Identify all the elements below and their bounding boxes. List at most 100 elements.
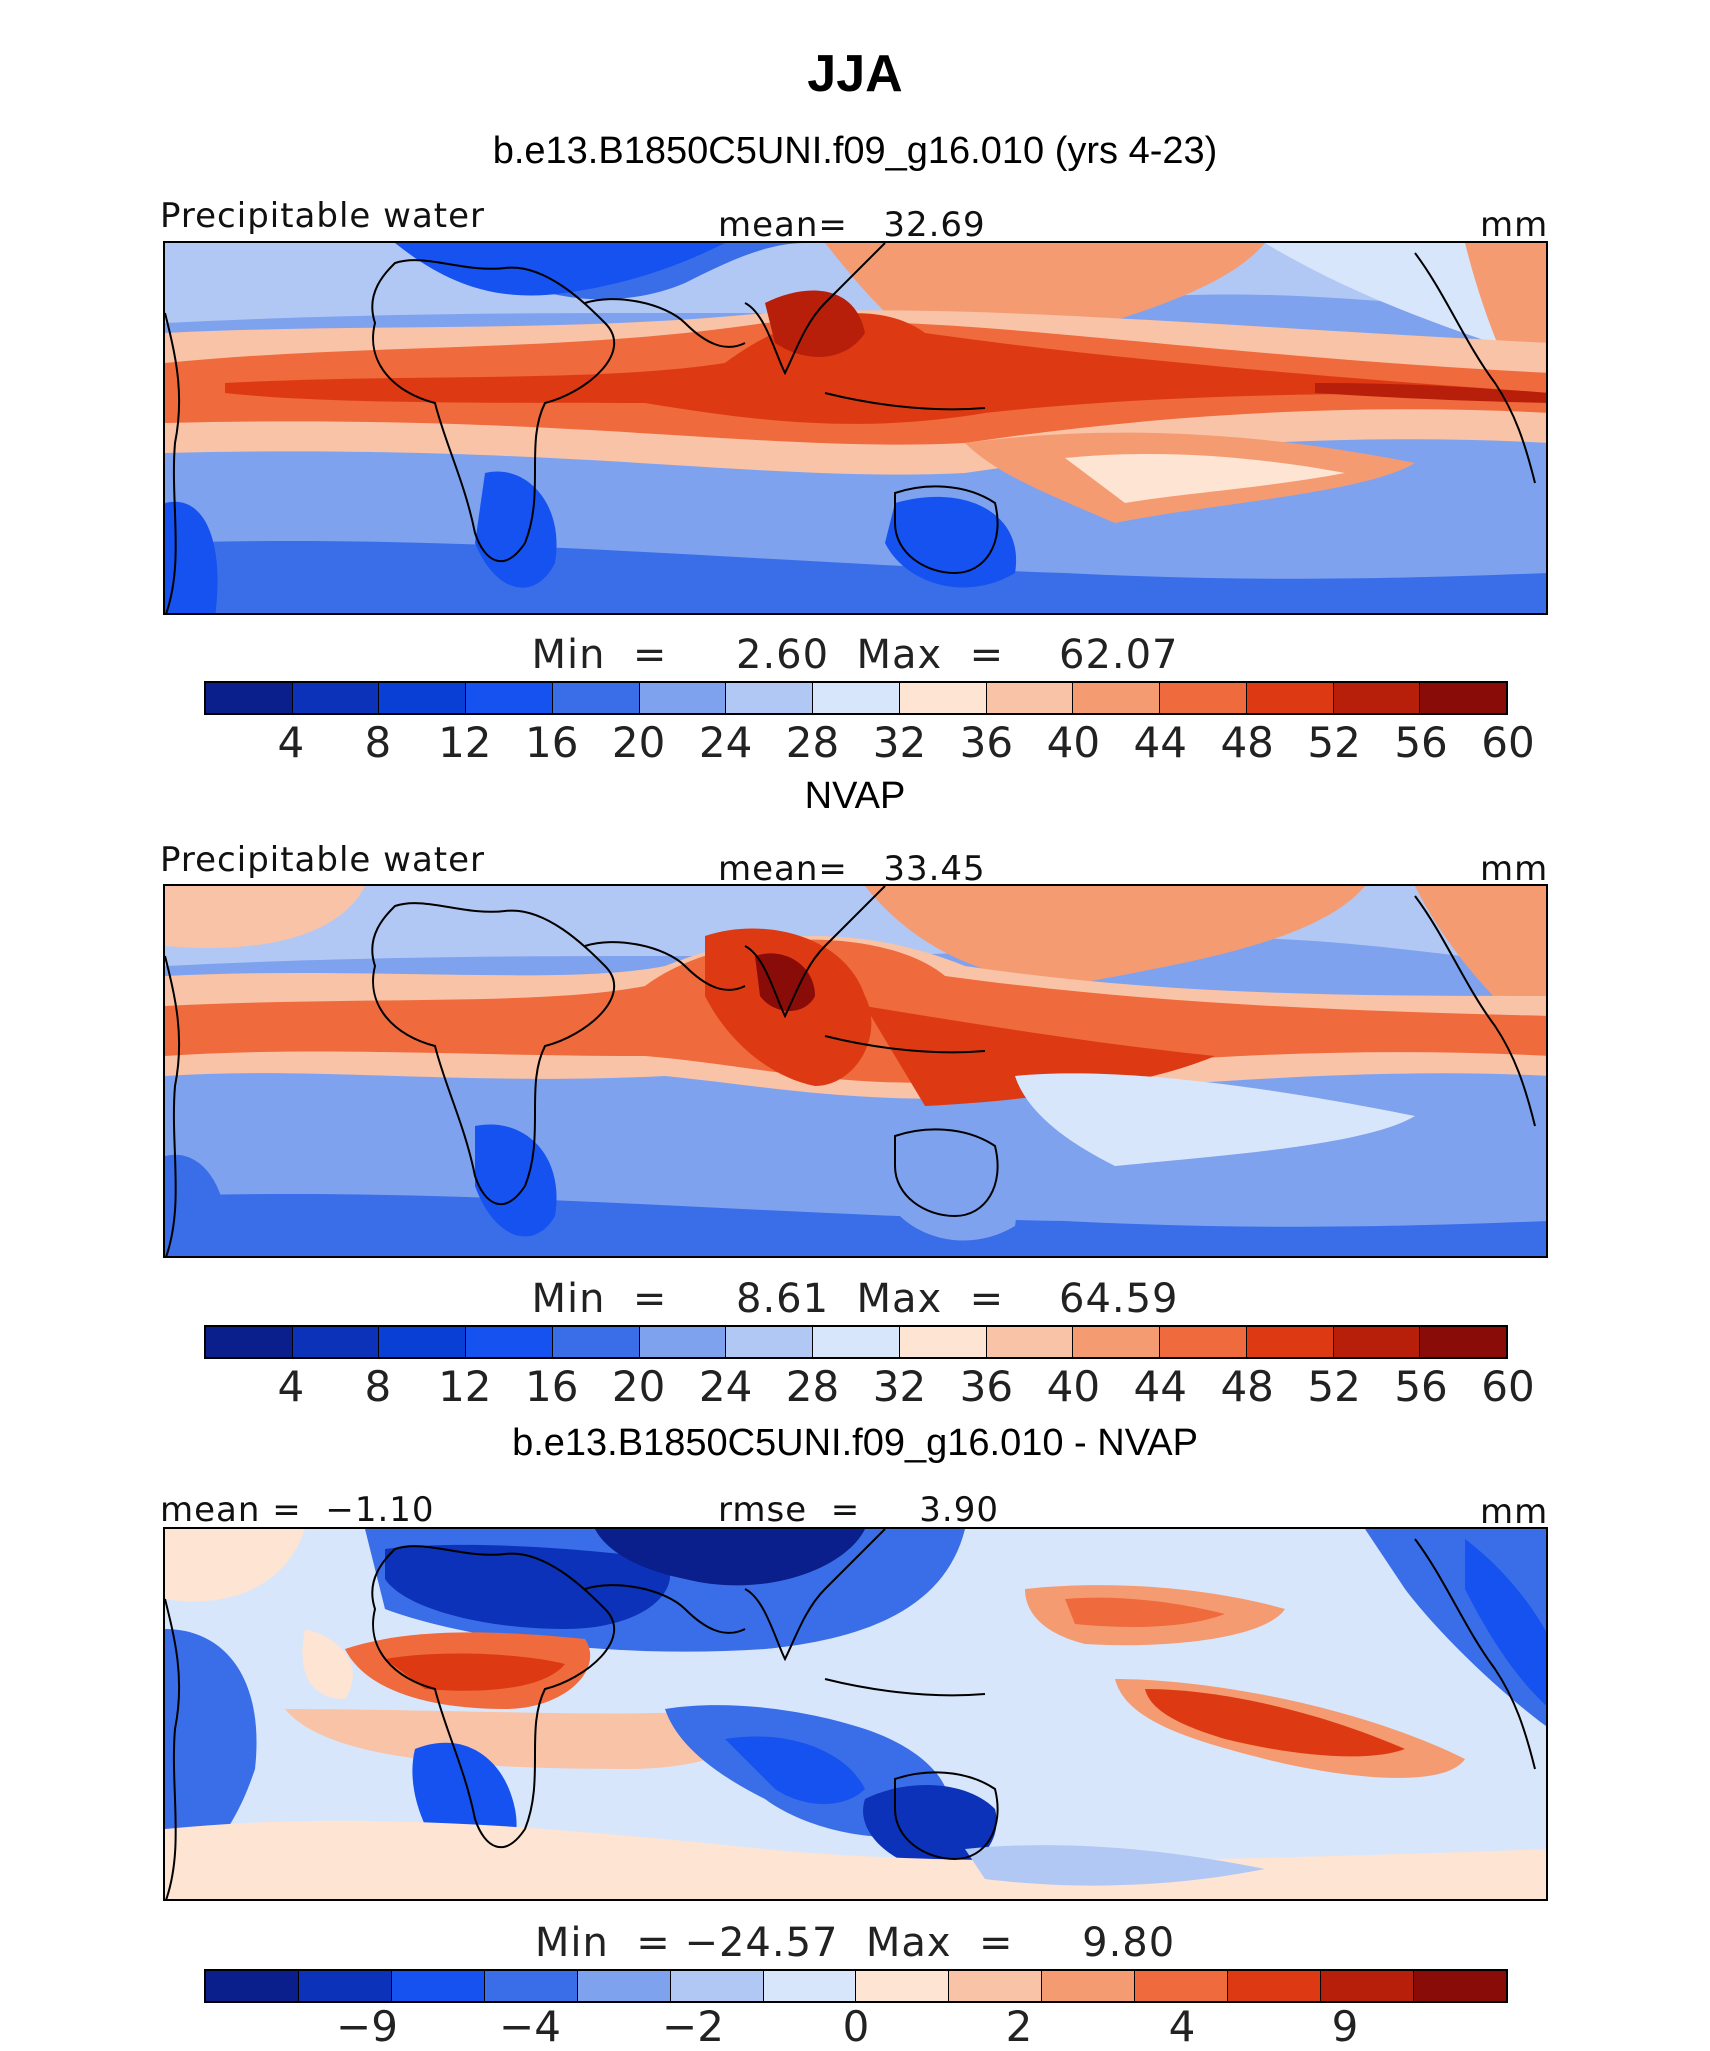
colorbar-tick-label: 4 <box>1168 2002 1196 2051</box>
panel1-model-map <box>163 241 1548 615</box>
colorbar-box <box>1246 683 1334 713</box>
colorbar-box <box>813 683 900 713</box>
colorbar-box <box>379 683 467 713</box>
colorbar-tick-label: −4 <box>499 2002 561 2051</box>
panel2-obs-map <box>163 884 1548 1258</box>
colorbar-box <box>1073 1327 1161 1357</box>
colorbar-tick-label: 52 <box>1307 718 1361 767</box>
colorbar-box <box>856 1971 950 2001</box>
colorbar-tick-label: 20 <box>611 1362 666 1411</box>
colorbar-box <box>1160 683 1247 713</box>
colorbar-tick-label: 12 <box>438 718 492 767</box>
colorbar-tick-label: 60 <box>1481 718 1535 767</box>
colorbar-tick-label: 48 <box>1220 1362 1274 1411</box>
colorbar-tick-label: 40 <box>1046 1362 1101 1411</box>
colorbar-tick-label: 8 <box>364 718 392 767</box>
panel1-minmax: Min = 2.60 Max = 62.07 <box>531 632 1179 678</box>
colorbar-tick-label: −9 <box>336 2002 398 2051</box>
panel2-minmax: Min = 8.61 Max = 64.59 <box>531 1276 1179 1322</box>
colorbar-tick-label: 44 <box>1133 1362 1187 1411</box>
colorbar-tick-label: 0 <box>842 2002 870 2051</box>
colorbar-box <box>292 1327 380 1357</box>
colorbar-box <box>763 1971 857 2001</box>
colorbar-box <box>1135 1971 1229 2001</box>
colorbar-tick-label: 52 <box>1307 1362 1361 1411</box>
panel2-title: NVAP <box>804 775 906 817</box>
colorbar-box <box>639 683 727 713</box>
colorbar-box <box>1228 1971 1322 2001</box>
colorbar-box <box>292 683 380 713</box>
colorbar-box <box>1333 1327 1421 1357</box>
panel1-title: b.e13.B1850C5UNI.f09_g16.010 (yrs 4-23) <box>492 130 1218 172</box>
colorbar-box <box>1321 1971 1414 2001</box>
colorbar-tick-label: 20 <box>611 718 666 767</box>
colorbar-tick-label: 28 <box>785 718 840 767</box>
colorbar-tick-label: −2 <box>662 2002 724 2051</box>
colorbar-box <box>391 1971 485 2001</box>
colorbar-box <box>484 1971 578 2001</box>
colorbar-box <box>466 683 553 713</box>
colorbar-tick-label: 36 <box>959 1362 1014 1411</box>
colorbar-box <box>206 1971 299 2001</box>
colorbar-box <box>986 683 1074 713</box>
colorbar-tick-label: 24 <box>698 718 753 767</box>
colorbar-box <box>1420 683 1507 713</box>
colorbar-tick-label: 44 <box>1133 718 1187 767</box>
panel1-mean-label: mean= 32.69 <box>718 205 986 245</box>
colorbar-box <box>1246 1327 1334 1357</box>
colorbar-box <box>577 1971 671 2001</box>
colorbar-box <box>726 1327 814 1357</box>
panel2-units-label: mm <box>1480 849 1549 889</box>
panel2-colorbar <box>204 1325 1508 1359</box>
colorbar-box <box>298 1971 392 2001</box>
colorbar-tick-label: 4 <box>277 1362 305 1411</box>
colorbar-tick-label: 16 <box>524 1362 579 1411</box>
colorbar-box <box>206 683 293 713</box>
panel2-mean-label: mean= 33.45 <box>718 849 986 889</box>
colorbar-box <box>1073 683 1161 713</box>
panel1-units-label: mm <box>1480 205 1549 245</box>
colorbar-tick-label: 32 <box>872 1362 927 1411</box>
colorbar-box <box>379 1327 467 1357</box>
panel3-rmse-label: rmse = 3.90 <box>718 1490 999 1530</box>
panel1-colorbar-ticks: 4 8 12 16 20 24 28 32 36 40 44 48 52 56 60 <box>204 718 1535 767</box>
colorbar-box <box>639 1327 727 1357</box>
panel3-mean-label: mean = −1.10 <box>160 1490 435 1530</box>
colorbar-box <box>206 1327 293 1357</box>
colorbar-box <box>899 1327 987 1357</box>
colorbar-box <box>466 1327 553 1357</box>
panel3-title: b.e13.B1850C5UNI.f09_g16.010 - NVAP <box>512 1422 1198 1464</box>
colorbar-box <box>986 1327 1074 1357</box>
colorbar-box <box>1420 1327 1507 1357</box>
colorbar-tick-label: 9 <box>1331 2002 1359 2051</box>
panel2-colorbar-ticks: 4 8 12 16 20 24 28 32 36 40 44 48 52 56 60 <box>204 1362 1535 1411</box>
panel3-colorbar-ticks: −9 −4 −2 0 2 4 9 <box>204 2002 1508 2051</box>
colorbar-box <box>670 1971 764 2001</box>
colorbar-tick-label: 36 <box>959 718 1014 767</box>
colorbar-box <box>552 683 640 713</box>
colorbar-box <box>1413 1971 1506 2001</box>
colorbar-tick-label: 56 <box>1394 718 1448 767</box>
colorbar-tick-label: 12 <box>438 1362 492 1411</box>
colorbar-box <box>1333 683 1421 713</box>
colorbar-tick-label: 2 <box>1005 2002 1033 2051</box>
colorbar-box <box>726 683 814 713</box>
figure-title: JJA <box>807 45 903 103</box>
colorbar-box <box>813 1327 900 1357</box>
colorbar-tick-label: 32 <box>872 718 927 767</box>
colorbar-box <box>552 1327 640 1357</box>
panel3-difference-map <box>163 1527 1548 1901</box>
colorbar-tick-label: 16 <box>524 718 579 767</box>
colorbar-box <box>1042 1971 1136 2001</box>
colorbar-box <box>1160 1327 1247 1357</box>
colorbar-box <box>949 1971 1043 2001</box>
colorbar-tick-label: 40 <box>1046 718 1101 767</box>
panel1-field-label: Precipitable water <box>160 196 486 236</box>
colorbar-tick-label: 4 <box>277 718 305 767</box>
panel3-minmax: Min = −24.57 Max = 9.80 <box>534 1920 1176 1966</box>
colorbar-tick-label: 56 <box>1394 1362 1448 1411</box>
panel2-field-label: Precipitable water <box>160 840 486 880</box>
colorbar-tick-label: 28 <box>785 1362 840 1411</box>
colorbar-tick-label: 8 <box>364 1362 392 1411</box>
colorbar-box <box>899 683 987 713</box>
